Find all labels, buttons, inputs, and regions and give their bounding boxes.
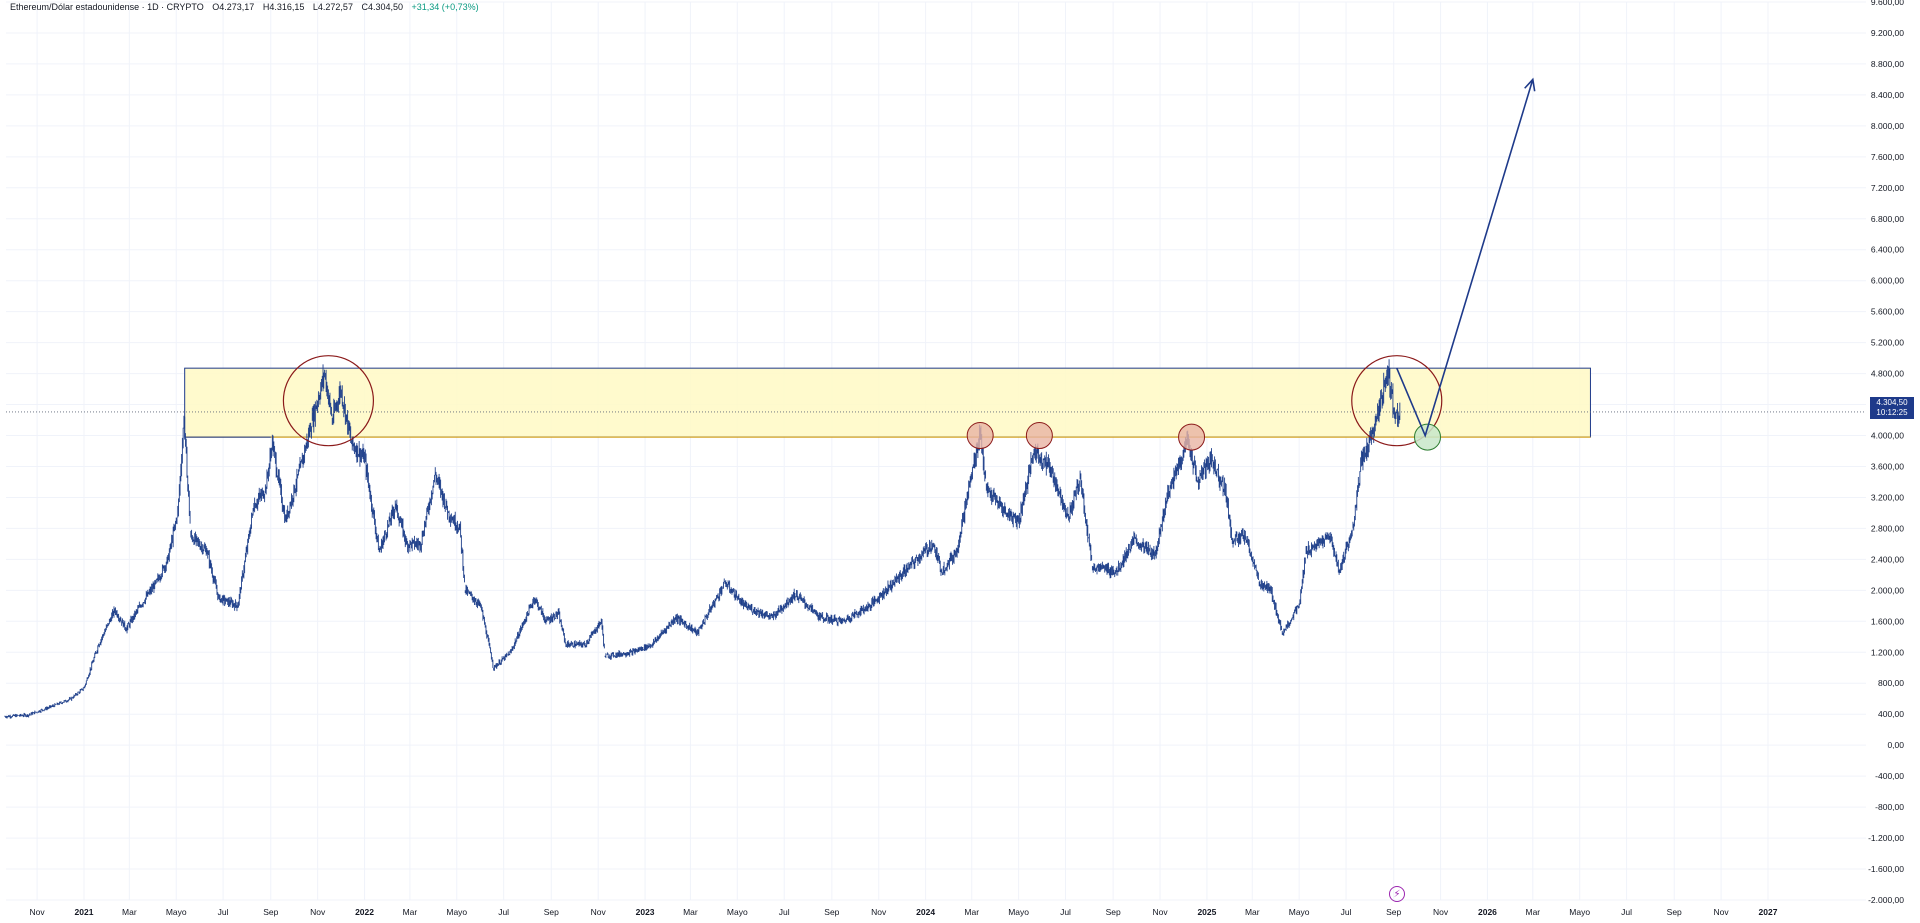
y-tick-label: -1.600,00 (1868, 864, 1904, 874)
x-tick-label: Nov (591, 907, 607, 917)
x-tick-label: Sep (544, 907, 559, 917)
x-tick-label: Nov (1152, 907, 1168, 917)
x-tick-label: Jul (218, 907, 229, 917)
y-tick-label: 4.800,00 (1871, 369, 1904, 379)
x-tick-label: 2026 (1478, 907, 1497, 917)
high-value: H4.316,15 (262, 2, 305, 12)
annotation-layer (6, 77, 1866, 451)
y-tick-label: -1.200,00 (1868, 833, 1904, 843)
touch-circle (966, 422, 994, 450)
x-tick-label: Mayo (166, 907, 187, 917)
price-axis[interactable]: 9.600,00 9.200,00 8.800,00 8.400,00 8.000,00… (1868, 0, 1904, 905)
symbol-title: Ethereum/Dólar estadounidense · 1D · CRY… (10, 2, 204, 12)
projection-path (1396, 79, 1534, 438)
resistance-zone-layer (184, 367, 1591, 438)
y-tick-label: 2.000,00 (1871, 585, 1904, 595)
x-tick-label: Mayo (1569, 907, 1590, 917)
x-tick-label: Mar (403, 907, 418, 917)
x-tick-label: Nov (1714, 907, 1730, 917)
y-tick-label: 9.600,00 (1871, 0, 1904, 7)
time-axis[interactable]: Nov 2021 Mar Mayo Jul Sep Nov 2022 Mar Mayo Jul Sep… (30, 907, 1778, 917)
y-tick-label: 3.200,00 (1871, 492, 1904, 502)
x-tick-label: 2021 (75, 907, 94, 917)
y-tick-label: 400,00 (1878, 709, 1904, 719)
x-tick-label: Mayo (1289, 907, 1310, 917)
y-tick-label: 1.200,00 (1871, 647, 1904, 657)
x-tick-label: Jul (1341, 907, 1352, 917)
x-tick-label: Sep (1386, 907, 1401, 917)
x-tick-label: Mayo (1008, 907, 1029, 917)
bar-countdown: 10:12:25 (1876, 408, 1908, 417)
x-tick-label: Jul (1060, 907, 1071, 917)
x-tick-label: Mayo (446, 907, 467, 917)
x-tick-label: Mar (1525, 907, 1540, 917)
y-tick-label: -800,00 (1875, 802, 1904, 812)
y-tick-label: 7.200,00 (1871, 183, 1904, 193)
y-tick-label: 8.000,00 (1871, 121, 1904, 131)
x-tick-label: 2022 (355, 907, 374, 917)
x-tick-label: 2024 (916, 907, 935, 917)
y-tick-label: 2.400,00 (1871, 554, 1904, 564)
x-tick-label: Mar (1245, 907, 1260, 917)
y-tick-label: 8.800,00 (1871, 59, 1904, 69)
y-tick-label: 6.800,00 (1871, 214, 1904, 224)
x-tick-label: 2025 (1197, 907, 1216, 917)
x-tick-label: Jul (779, 907, 790, 917)
x-tick-label: Nov (871, 907, 887, 917)
peak-circle (282, 355, 375, 447)
touch-circle (1025, 422, 1053, 450)
retest-circle (1414, 423, 1442, 451)
x-tick-label: 2027 (1759, 907, 1778, 917)
x-tick-label: Nov (1433, 907, 1449, 917)
x-tick-label: Jul (1621, 907, 1632, 917)
x-tick-label: Sep (263, 907, 278, 917)
grid (6, 1, 1866, 901)
x-tick-label: Jul (498, 907, 509, 917)
y-tick-label: 8.400,00 (1871, 90, 1904, 100)
y-tick-label: 5.600,00 (1871, 307, 1904, 317)
y-tick-label: 1.600,00 (1871, 616, 1904, 626)
x-tick-label: Mar (964, 907, 979, 917)
x-tick-label: Mar (683, 907, 698, 917)
last-price-value: 4.304,50 (1876, 398, 1908, 407)
lightning-icon[interactable]: ⚡ (1389, 886, 1405, 902)
y-tick-label: 2.800,00 (1871, 523, 1904, 533)
symbol-header: Ethereum/Dólar estadounidense · 1D · CRY… (10, 2, 485, 12)
x-tick-label: 2023 (636, 907, 655, 917)
x-tick-label: Mayo (727, 907, 748, 917)
y-tick-label: 3.600,00 (1871, 461, 1904, 471)
resistance-zone (184, 367, 1591, 438)
x-tick-label: Sep (1106, 907, 1121, 917)
y-tick-label: 800,00 (1878, 678, 1904, 688)
price-series (4, 359, 1401, 719)
change-value: +31,34 (+0,73%) (411, 2, 479, 12)
close-value: C4.304,50 (361, 2, 404, 12)
y-tick-label: 5.200,00 (1871, 338, 1904, 348)
y-tick-label: 6.400,00 (1871, 245, 1904, 255)
open-value: O4.273,17 (212, 2, 255, 12)
last-price-tag: 4.304,50 10:12:25 (1870, 397, 1914, 419)
y-tick-label: 6.000,00 (1871, 276, 1904, 286)
y-tick-label: 9.200,00 (1871, 28, 1904, 38)
y-tick-label: -400,00 (1875, 771, 1904, 781)
low-value: L4.272,57 (312, 2, 353, 12)
x-tick-label: Nov (310, 907, 326, 917)
y-tick-label: 4.000,00 (1871, 431, 1904, 441)
touch-circle (1178, 423, 1206, 451)
x-tick-label: Nov (30, 907, 46, 917)
y-tick-label: 7.600,00 (1871, 152, 1904, 162)
x-tick-label: Sep (824, 907, 839, 917)
arrow-head (1524, 77, 1536, 92)
x-tick-label: Sep (1667, 907, 1682, 917)
peak-circle (1351, 355, 1443, 447)
y-tick-label: -2.000,00 (1868, 895, 1904, 905)
x-tick-label: Mar (122, 907, 137, 917)
y-tick-label: 0,00 (1887, 740, 1904, 750)
